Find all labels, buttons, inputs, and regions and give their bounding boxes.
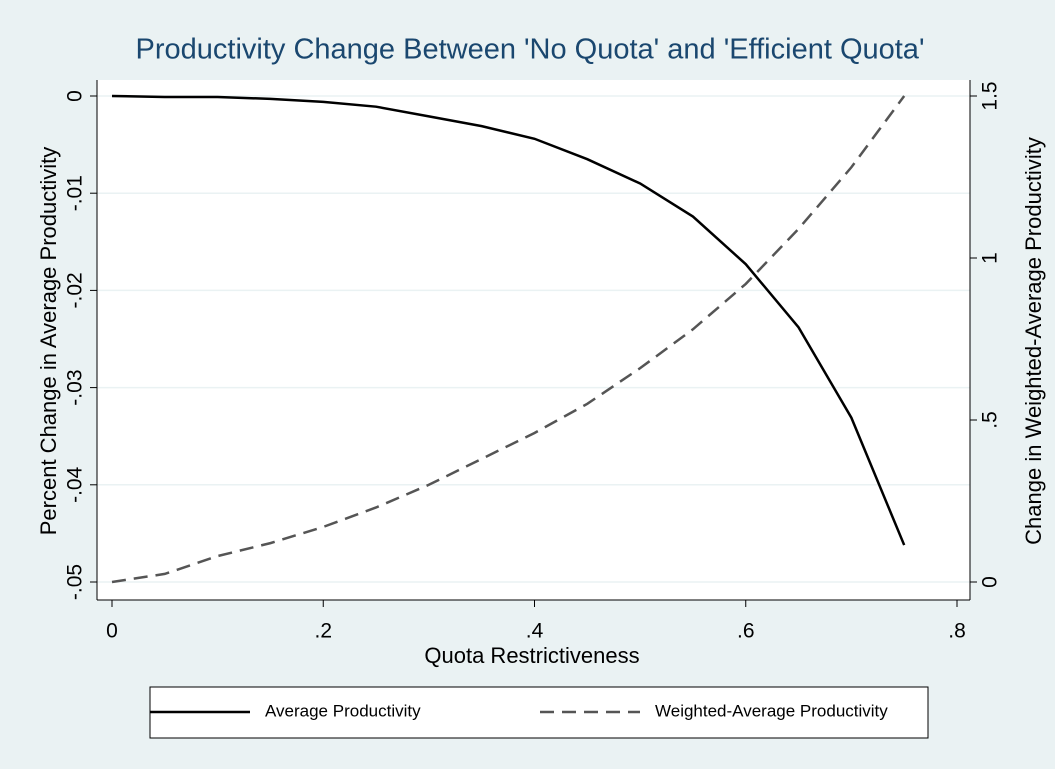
y-tick-label: 0 <box>64 90 87 102</box>
y-tick-label: -.04 <box>64 466 87 503</box>
y-tick-label: -.01 <box>64 175 87 211</box>
x-tick-label: 0 <box>106 620 118 643</box>
x-tick-label: .6 <box>737 620 755 643</box>
y-tick-label: -.02 <box>64 272 87 308</box>
y2-tick-label: 0 <box>979 576 1002 588</box>
y-tick-label: -.03 <box>64 370 87 406</box>
y2-axis-title: Change in Weighted-Average Productivity <box>1021 137 1046 545</box>
y2-tick-label: 1.5 <box>979 81 1002 110</box>
y-axis-title: Percent Change in Average Productivity <box>36 147 61 536</box>
x-tick-label: .4 <box>526 620 544 643</box>
x-tick-label: .2 <box>314 620 332 643</box>
y2-tick-label: 1 <box>979 252 1002 264</box>
x-tick-label: .8 <box>948 620 966 643</box>
y2-tick-label: .5 <box>979 411 1002 429</box>
series-line <box>111 95 906 584</box>
legend-box <box>149 686 929 739</box>
legend-label: Weighted-Average Productivity <box>655 701 888 720</box>
y-tick-label: -.05 <box>64 564 87 600</box>
x-axis-title: Quota Restrictiveness <box>424 643 639 668</box>
legend-label: Average Productivity <box>265 701 421 720</box>
plot-area <box>97 80 970 600</box>
chart-title: Productivity Change Between 'No Quota' a… <box>136 34 925 66</box>
series-line <box>111 94 906 546</box>
